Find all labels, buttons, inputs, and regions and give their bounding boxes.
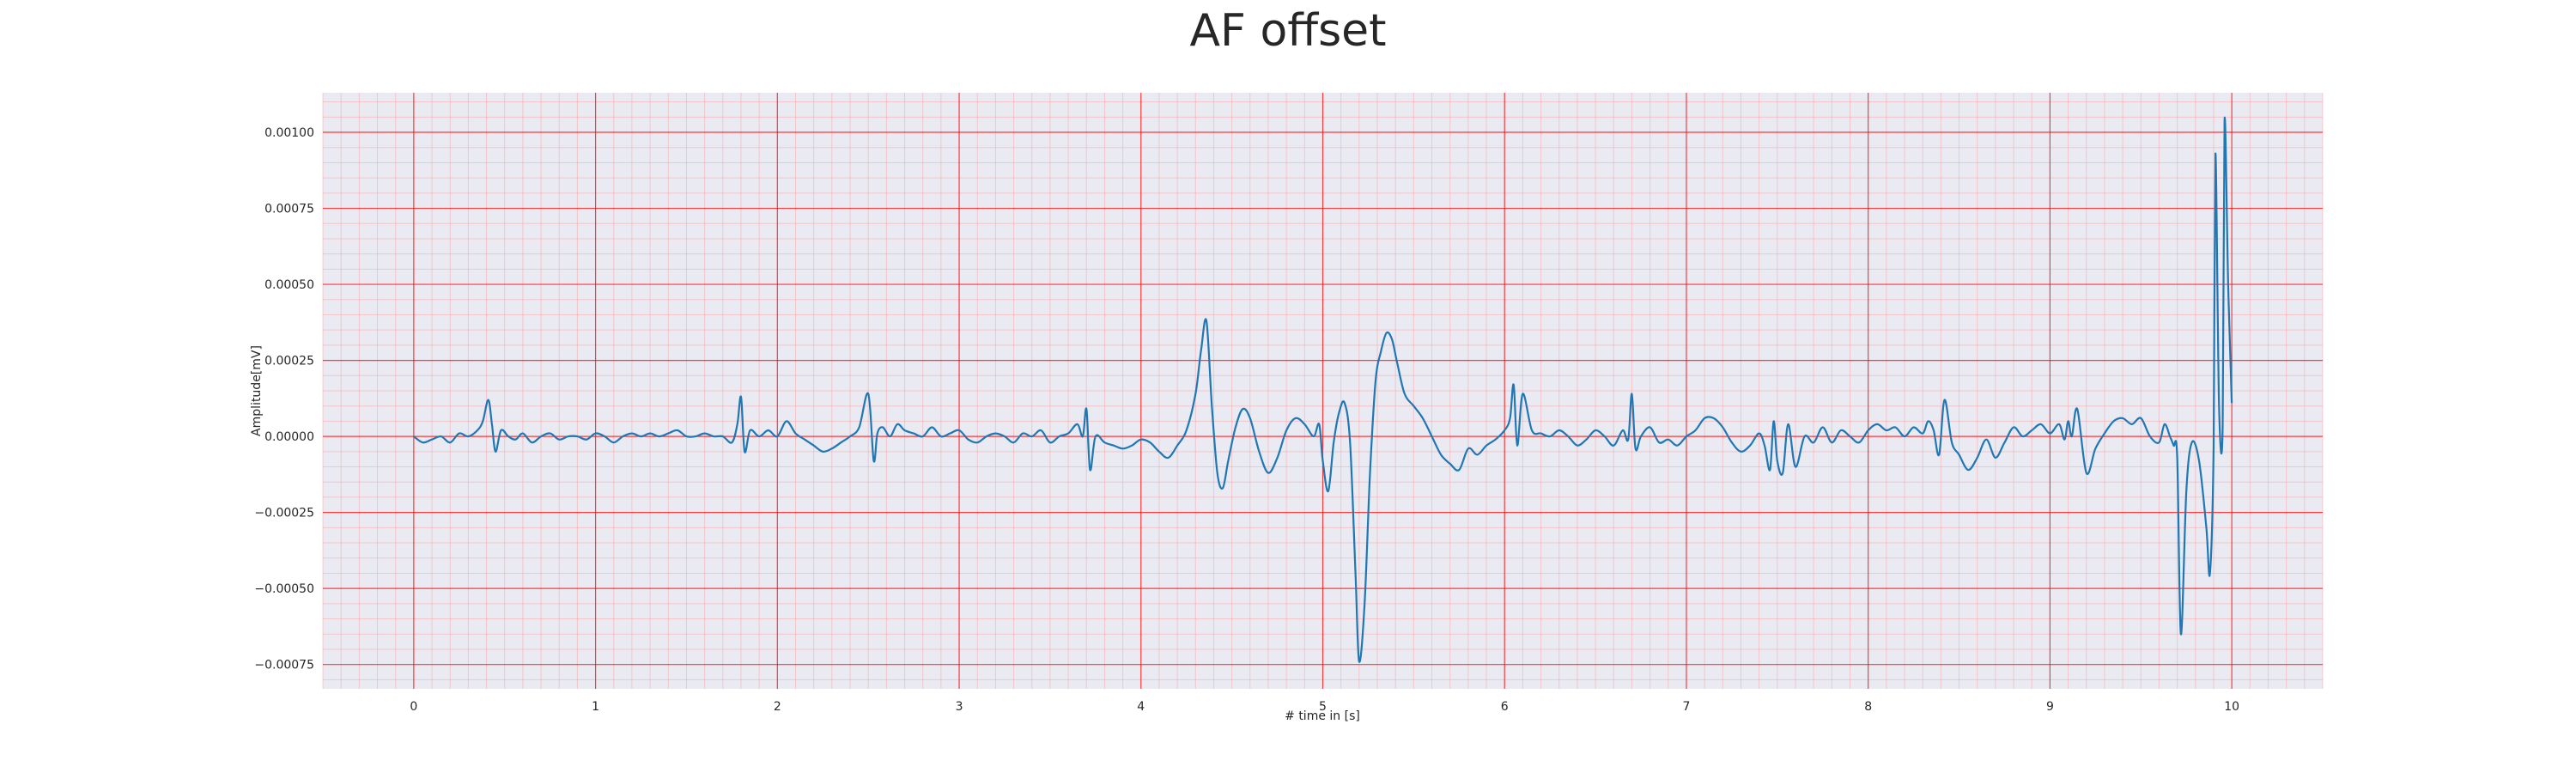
x-tick-label: 7	[1682, 700, 1690, 714]
series-line	[413, 116, 2233, 663]
x-tick-label: 3	[956, 700, 963, 714]
major-grid	[323, 93, 2323, 689]
x-tick-label: 1	[592, 700, 599, 714]
x-tick-label: 2	[774, 700, 781, 714]
y-tick-label: −0.00075	[254, 659, 314, 673]
y-tick-label: 0.00050	[264, 278, 314, 292]
x-tick-label: 10	[2224, 700, 2239, 714]
x-tick-label: 4	[1137, 700, 1145, 714]
x-tick-label: 9	[2046, 700, 2054, 714]
x-tick-labels: 0 1 2 3 4 5 6 7 8 9 10	[410, 700, 2239, 714]
y-tick-label: 0.00000	[264, 430, 314, 444]
chart-title: AF offset	[1189, 5, 1387, 57]
x-tick-label: 6	[1501, 700, 1509, 714]
x-axis-label: # time in [s]	[1285, 709, 1360, 723]
y-tick-labels: −0.00075 −0.00050 −0.00025 0.00000 0.00025 0.…	[254, 126, 314, 673]
y-tick-label: 0.00025	[264, 355, 314, 368]
x-tick-label: 5	[1319, 700, 1327, 714]
x-tick-label: 0	[410, 700, 417, 714]
y-tick-label: −0.00025	[254, 507, 314, 520]
x-tick-label: 8	[1864, 700, 1872, 714]
y-tick-label: −0.00050	[254, 582, 314, 596]
y-tick-label: 0.00075	[264, 203, 314, 216]
y-tick-label: 0.00100	[264, 126, 314, 140]
y-axis-label: Amplitude[mV]	[250, 345, 264, 436]
